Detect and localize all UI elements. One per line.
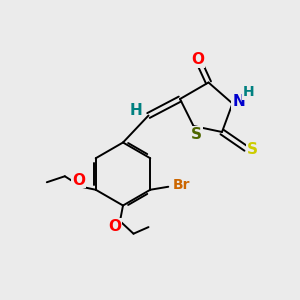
Text: O: O <box>191 52 205 67</box>
Text: H: H <box>130 103 142 118</box>
Text: S: S <box>191 127 202 142</box>
Text: Br: Br <box>172 178 190 192</box>
Text: O: O <box>108 219 121 234</box>
Text: O: O <box>72 172 85 188</box>
Text: H: H <box>243 85 255 99</box>
Text: N: N <box>232 94 245 110</box>
Text: S: S <box>247 142 258 158</box>
